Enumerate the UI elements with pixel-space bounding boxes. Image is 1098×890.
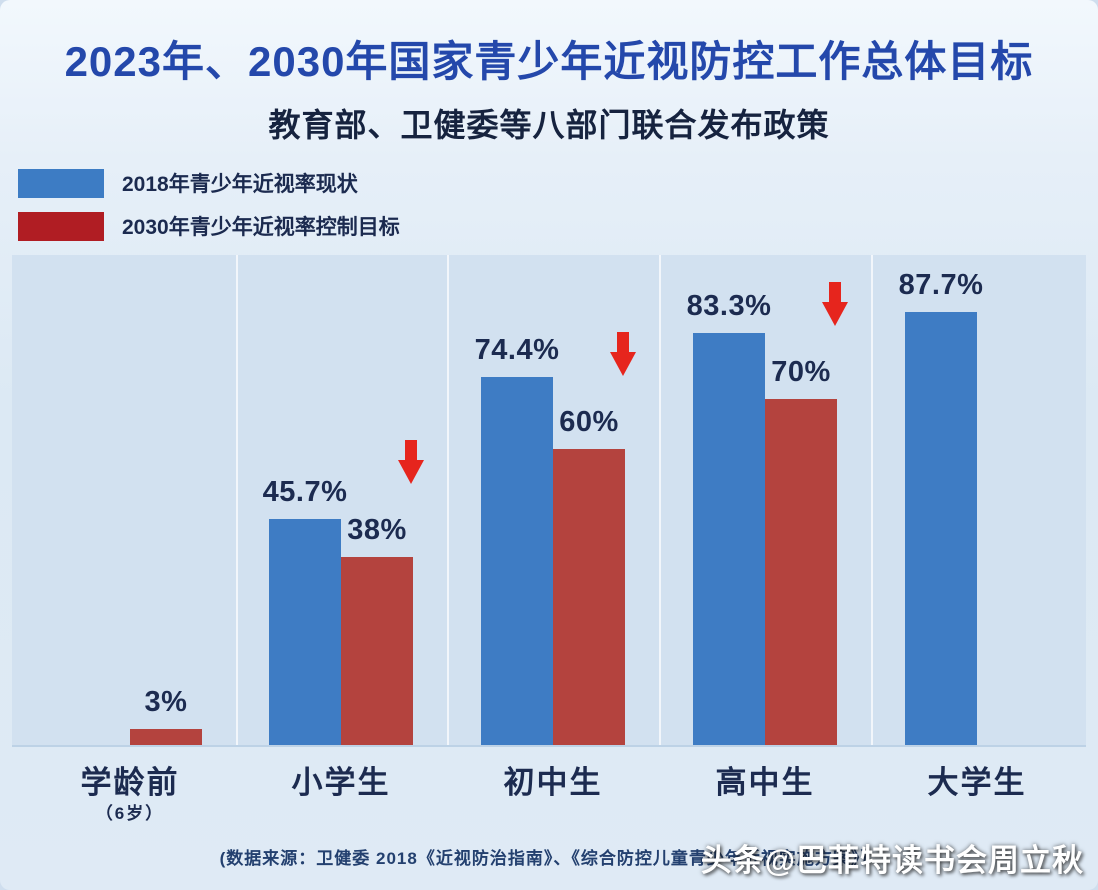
bar-2018-2 [481,377,553,745]
legend-swatch-2030 [18,211,104,241]
column-separator [447,255,449,745]
bar-value-label: 38% [347,514,407,546]
plot-area: 3% 45.7% 38% 74.4% 60% 83.3% 70% 87.7% [12,255,1086,747]
bar-2030-1 [341,557,413,745]
category-note: （6岁） [95,804,165,823]
legend-item-2018: 2018年青少年近视率现状 [18,168,400,198]
category-label: 初中生 [503,765,603,800]
bar-2030-3 [765,399,837,745]
column-separator [659,255,661,745]
bar-2030-0 [130,729,202,745]
bar-value-label: 83.3% [686,290,772,322]
data-source-note: (数据来源：卫健委 2018《近视防治指南》、《综合防控儿童青少年近视实施方案》… [219,849,879,868]
bar-value-label: 70% [771,356,831,388]
legend-label-2018: 2018年青少年近视率现状 [122,173,358,196]
page-title: 2023年、2030年国家青少年近视防控工作总体目标 [64,38,1034,85]
column-separator [871,255,873,745]
bar-2018-3 [693,333,765,745]
watermark: 头条@巴菲特读书会周立秋 [700,843,1084,878]
bar-value-label: 3% [144,686,188,718]
category-label: 高中生 [715,765,815,800]
bar-2018-1 [269,519,341,745]
legend-label-2030: 2030年青少年近视率控制目标 [122,216,400,239]
category-label: 大学生 [927,765,1027,800]
bar-value-label: 60% [559,406,619,438]
column-separator [235,255,238,745]
bar-2030-2 [553,449,625,745]
legend: 2018年青少年近视率现状 2030年青少年近视率控制目标 [18,168,400,254]
down-arrow-icon [820,282,850,326]
x-axis: 学龄前 （6岁） 小学生 初中生 高中生 大学生 [12,745,1086,835]
legend-swatch-2018 [18,168,104,198]
down-arrow-icon [396,440,426,484]
bar-value-label: 74.4% [474,334,560,366]
legend-item-2030: 2030年青少年近视率控制目标 [18,211,400,241]
bar-value-label: 45.7% [262,476,348,508]
bar-2018-4 [905,312,977,745]
category-label: 学龄前 [80,765,180,800]
category-label: 小学生 [291,765,391,800]
page-subtitle: 教育部、卫健委等八部门联合发布政策 [268,107,830,143]
down-arrow-icon [608,332,638,376]
bar-value-label: 87.7% [898,269,984,301]
